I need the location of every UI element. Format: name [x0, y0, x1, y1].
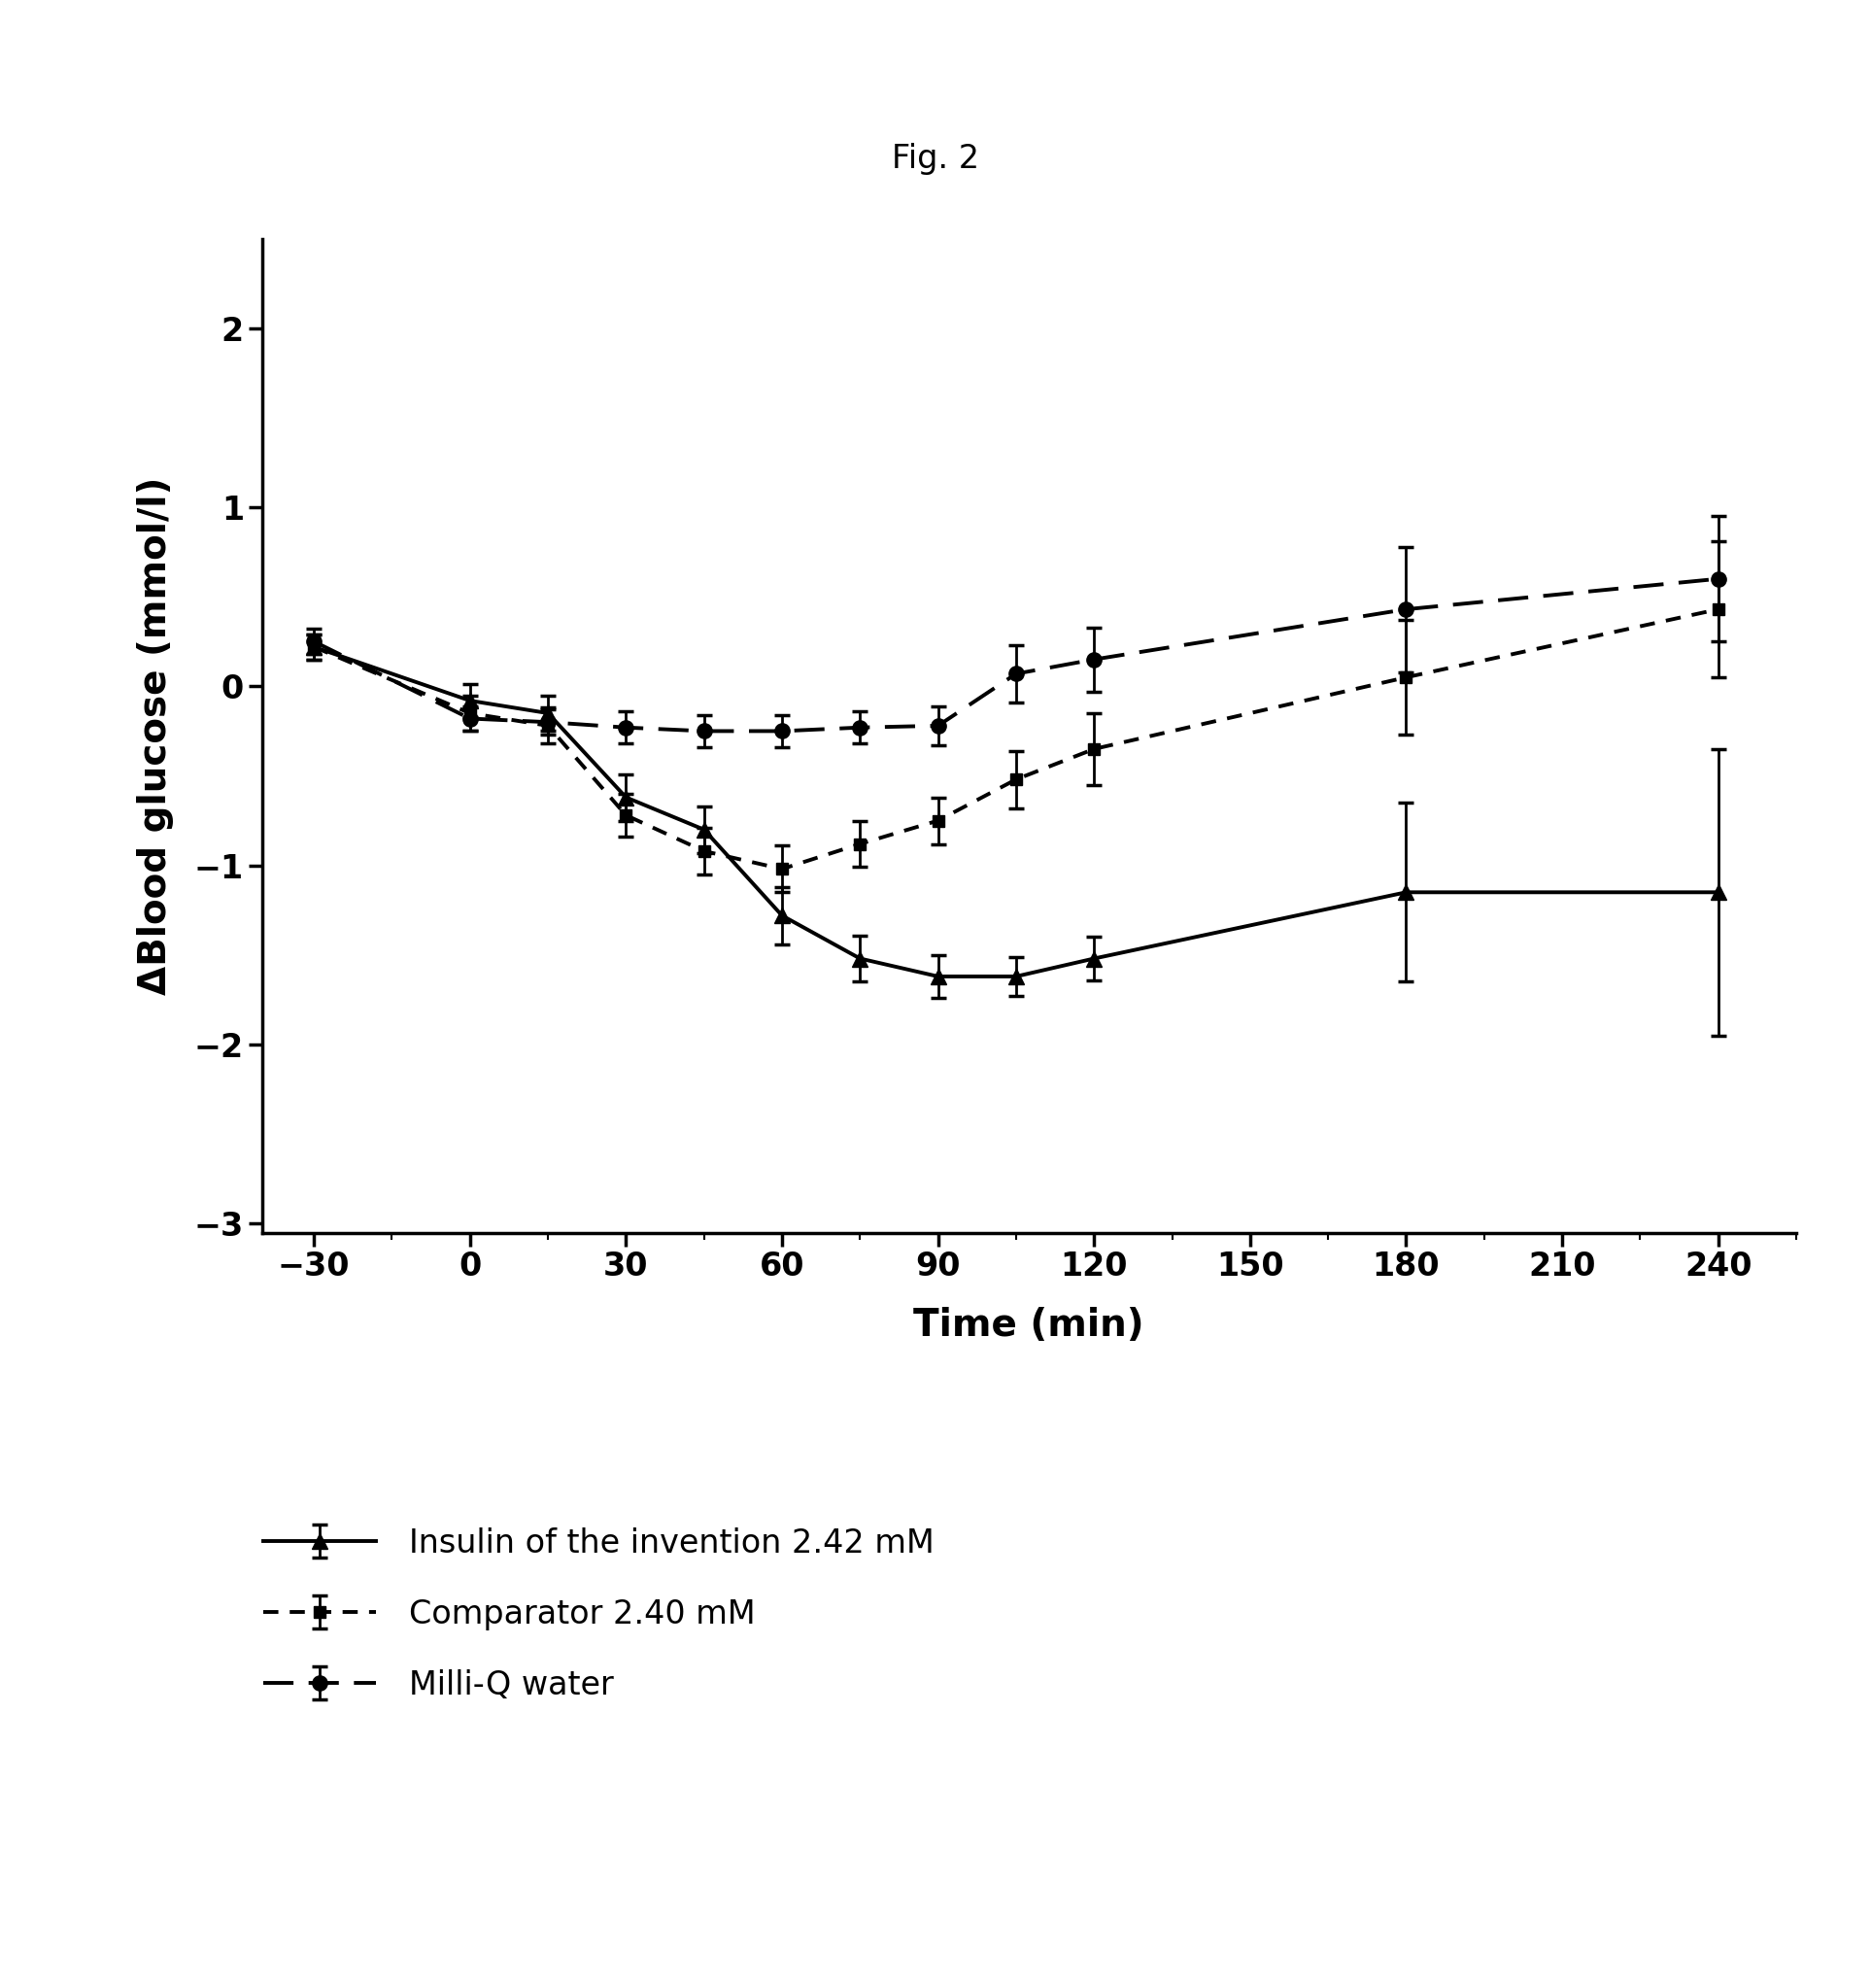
X-axis label: Time (min): Time (min) — [913, 1308, 1145, 1344]
Legend: Insulin of the invention 2.42 mM, Comparator 2.40 mM, Milli-Q water: Insulin of the invention 2.42 mM, Compar… — [262, 1527, 934, 1702]
Y-axis label: ΔBlood glucose (mmol/l): ΔBlood glucose (mmol/l) — [137, 477, 174, 994]
Text: Fig. 2: Fig. 2 — [892, 143, 979, 175]
